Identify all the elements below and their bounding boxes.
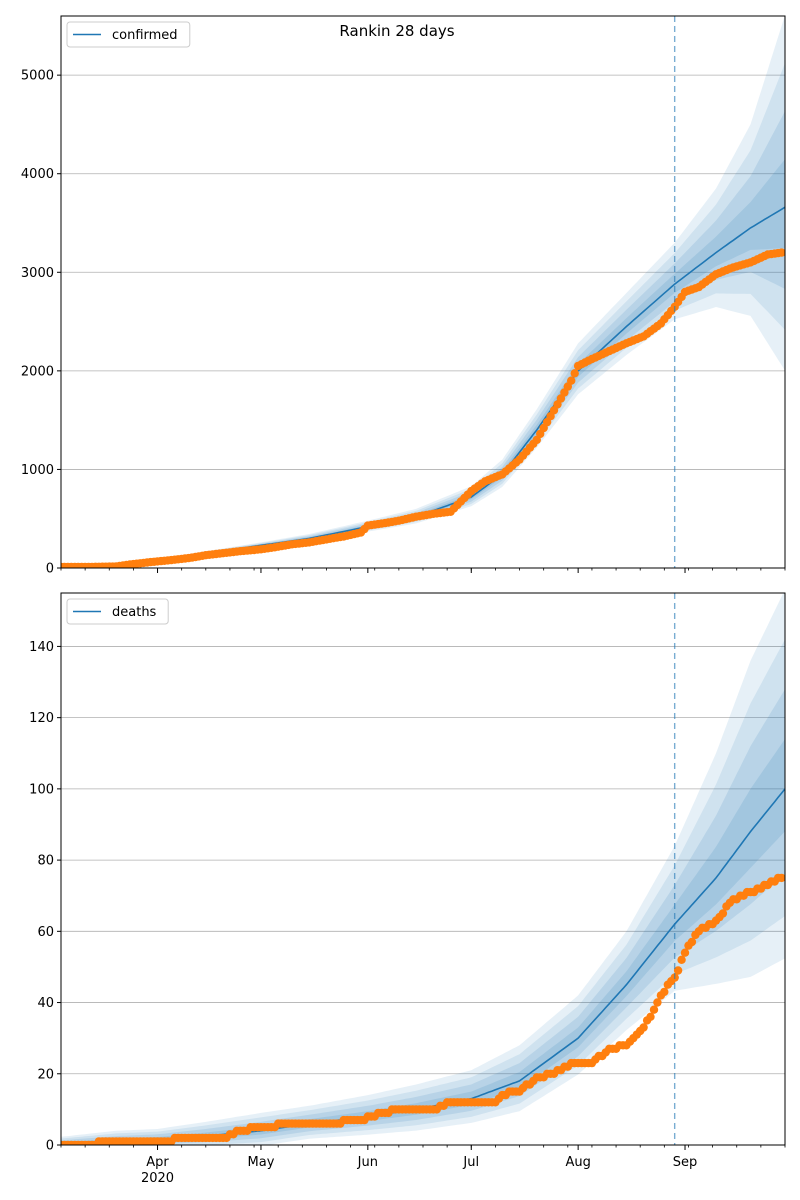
observed-point — [570, 369, 579, 378]
legend-label: deaths — [112, 605, 157, 620]
uncertainty-band — [61, 111, 785, 568]
y-tick-label: 3000 — [21, 266, 54, 281]
observed-point — [567, 376, 576, 385]
x-tick-label: Jul — [462, 1155, 479, 1170]
uncertainty-band — [61, 159, 785, 568]
observed-point — [649, 1005, 659, 1014]
x-tick-label: Sep — [673, 1155, 698, 1170]
y-tick-label: 1000 — [21, 463, 54, 478]
observed-point — [687, 937, 697, 947]
x-tick-label: Jun — [357, 1155, 378, 1170]
observed-point — [777, 248, 785, 257]
y-tick-label: 100 — [29, 782, 54, 797]
y-tick-label: 120 — [29, 711, 54, 726]
legend-box — [66, 21, 191, 48]
y-tick-label: 0 — [46, 562, 54, 577]
x-tick-label: Apr — [146, 1155, 169, 1170]
y-tick-label: 20 — [37, 1067, 54, 1082]
observed-point — [777, 873, 785, 883]
y-tick-label: 5000 — [21, 69, 54, 84]
plot-area — [61, 16, 785, 568]
y-tick-label: 4000 — [21, 167, 54, 182]
observed-point — [718, 909, 728, 918]
x-tick-label: May — [248, 1155, 275, 1170]
y-tick-label: 0 — [46, 1139, 54, 1154]
legend: deaths — [66, 598, 169, 625]
x-year-label: 2020 — [141, 1171, 174, 1186]
chart-title: Rankin 28 days — [339, 22, 454, 40]
observed-point — [653, 998, 662, 1007]
observed-point — [646, 1012, 655, 1021]
y-tick-label: 40 — [37, 996, 54, 1011]
y-tick-label: 140 — [29, 640, 54, 655]
uncertainty-band — [61, 16, 785, 568]
observed-point — [673, 966, 683, 975]
x-tick-label: Aug — [565, 1155, 590, 1170]
plot-area — [61, 593, 785, 1145]
confirmed-panel: 0 1000 2000 3000 4000 5000 confirmed — [21, 15, 786, 577]
legend-box — [66, 598, 169, 625]
uncertainty-band — [61, 639, 785, 1145]
y-tick-label: 60 — [37, 925, 54, 940]
y-tick-label: 2000 — [21, 364, 54, 379]
observed-point — [677, 955, 686, 964]
legend: confirmed — [66, 21, 191, 48]
observed-point — [639, 1023, 648, 1032]
uncertainty-band — [61, 593, 785, 1145]
legend-label: confirmed — [112, 28, 178, 43]
y-tick-label: 80 — [37, 854, 54, 869]
observed-point — [680, 948, 690, 957]
observed-point — [660, 987, 669, 997]
